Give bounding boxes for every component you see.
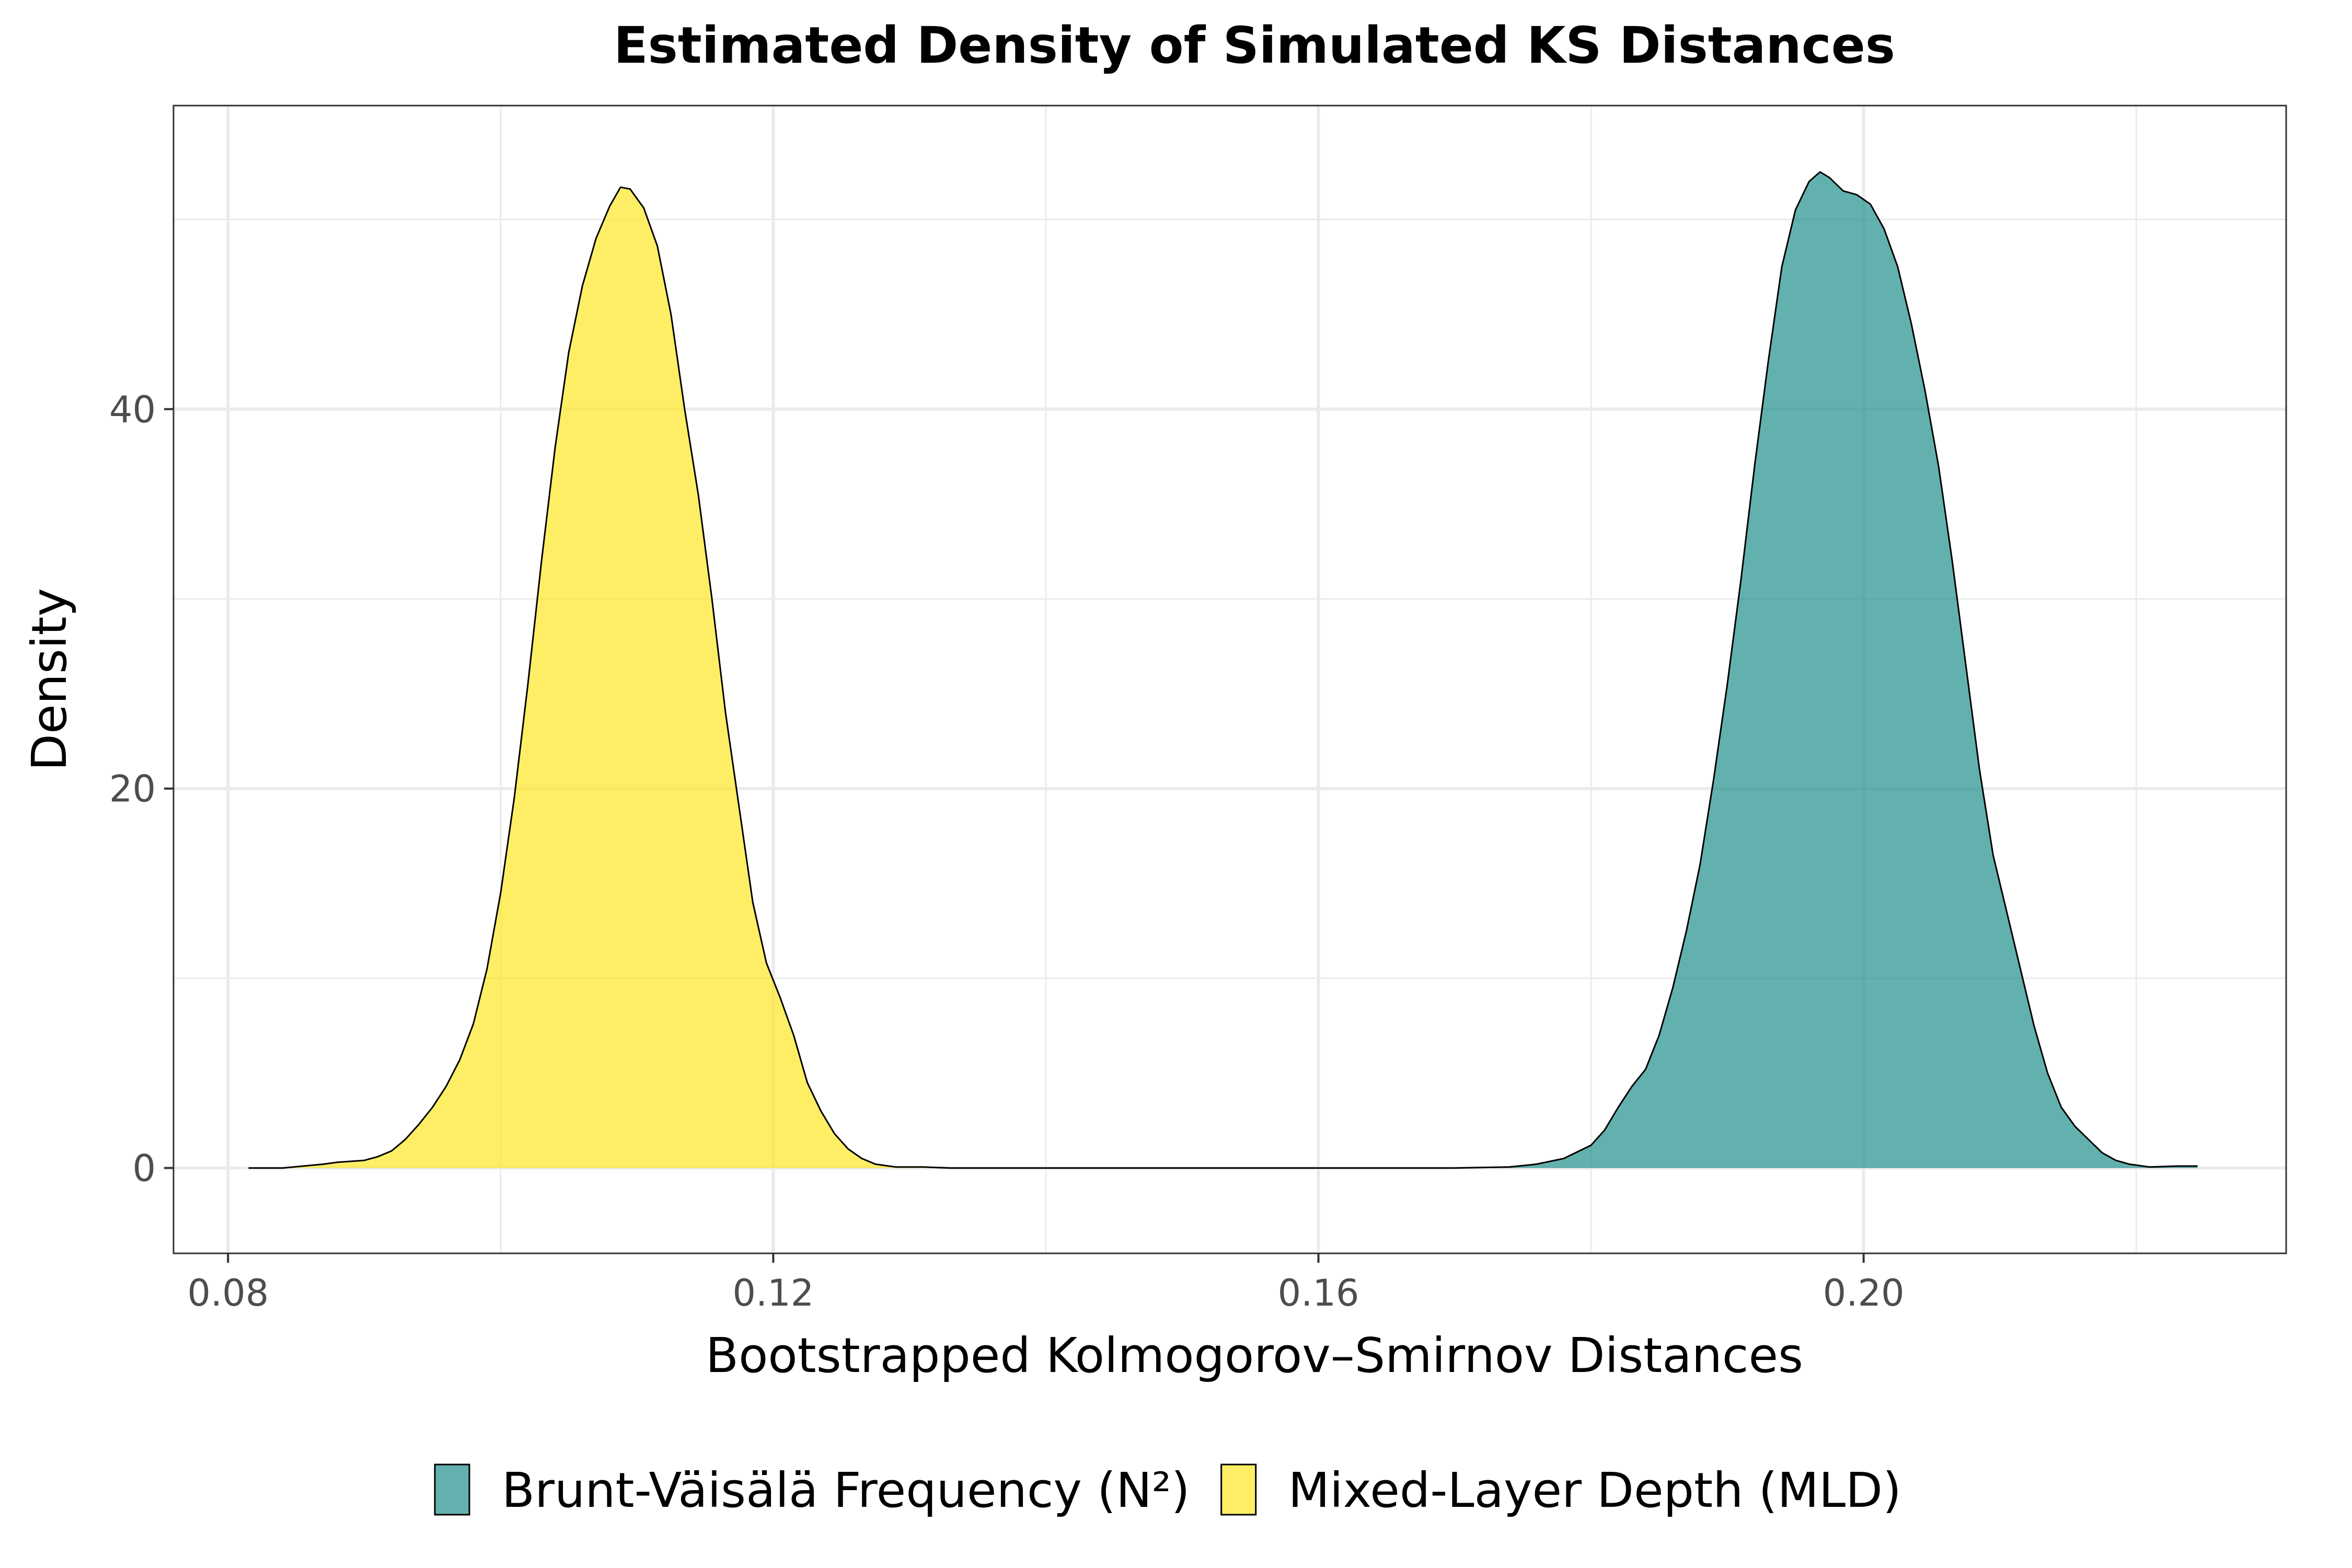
- y-tick-label: 20: [109, 768, 156, 811]
- legend-swatch-2: [1220, 1463, 1257, 1516]
- x-tick-label: 0.12: [732, 1272, 814, 1315]
- density-area-2: [248, 187, 1455, 1168]
- legend-label-1: Brunt-Väisälä Frequency (N²): [502, 1462, 1190, 1518]
- legend-swatch-1: [434, 1463, 470, 1516]
- x-tick-label: 0.20: [1823, 1272, 1905, 1315]
- y-axis: 0 20 40: [109, 388, 174, 1190]
- plot-panel: [172, 105, 2287, 1254]
- chart-title: Estimated Density of Simulated KS Distan…: [614, 16, 1895, 75]
- y-tick-label: 0: [132, 1147, 156, 1190]
- legend: Brunt-Väisälä Frequency (N²) Mixed-Layer …: [434, 1462, 1901, 1518]
- x-tick-label: 0.16: [1278, 1272, 1359, 1315]
- x-axis-title: Bootstrapped Kolmogorov–Smirnov Distance…: [706, 1328, 1803, 1383]
- density-line-1: [1455, 171, 2198, 1169]
- density-line-2: [248, 186, 1455, 1169]
- x-tick-label: 0.08: [187, 1272, 269, 1315]
- x-axis: 0.08 0.12 0.16 0.20: [187, 1253, 1905, 1315]
- y-tick-label: 40: [109, 388, 156, 431]
- series-layer: [248, 171, 2198, 1169]
- y-axis-title: Density: [21, 588, 77, 771]
- density-area-1: [1455, 172, 2198, 1168]
- plot-border: [172, 105, 2287, 1254]
- legend-label-2: Mixed-Layer Depth (MLD): [1288, 1462, 1901, 1518]
